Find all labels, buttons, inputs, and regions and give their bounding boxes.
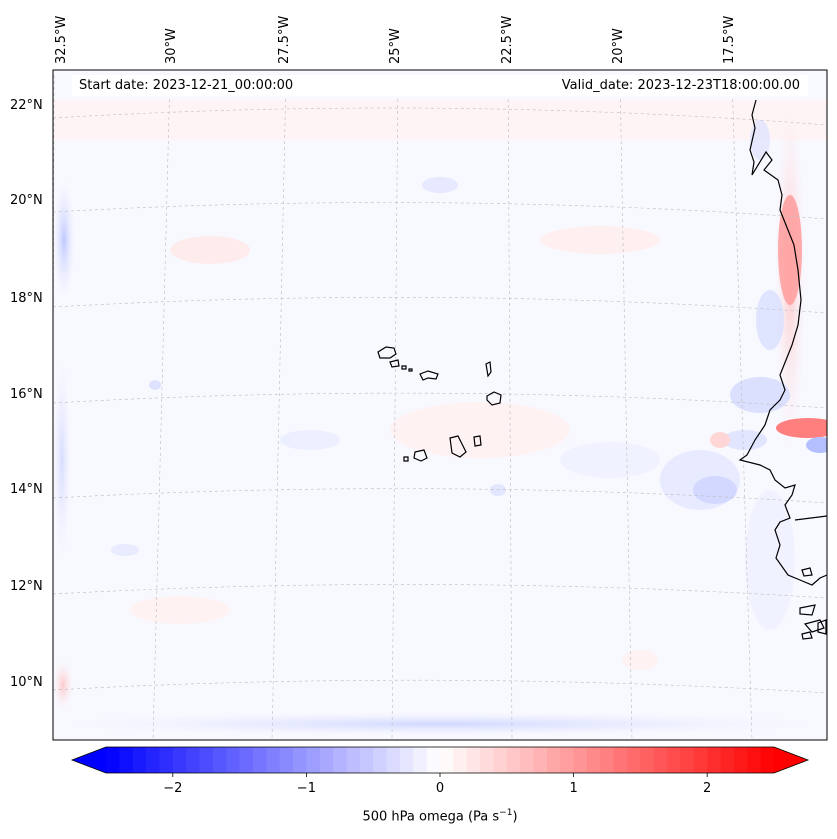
coastline: [377, 99, 827, 640]
colorbar-label: 500 hPa omega (Pa s−1): [362, 808, 517, 824]
omega-field: [53, 70, 827, 740]
colorbar-label-exponent: −1: [499, 808, 513, 818]
colorbar-swatch: [707, 747, 722, 773]
colorbar-swatch: [680, 747, 695, 773]
colorbar-swatch: [186, 747, 201, 773]
colorbar-swatch: [293, 747, 307, 773]
colorbar-swatch: [466, 747, 481, 773]
colorbar-swatches: [72, 747, 808, 773]
colorbar-swatch: [693, 747, 708, 773]
colorbar-tick-label: 0: [435, 781, 445, 796]
colorbar-swatch: [533, 747, 548, 773]
colorbar-swatch: [106, 747, 120, 773]
colorbar-swatch: [132, 747, 147, 773]
colorbar-tick-label: 1: [569, 781, 578, 796]
colorbar-swatch: [319, 747, 334, 773]
colorbar-tick-label: −1: [296, 781, 316, 796]
colorbar-label-suffix: ): [512, 809, 518, 825]
colorbar-swatch: [440, 747, 454, 773]
lat-label: 10°N: [10, 675, 43, 690]
colorbar-swatch: [279, 747, 294, 773]
colorbar-swatch: [453, 747, 468, 773]
colorbar-swatch: [493, 747, 508, 773]
colorbar-swatch: [212, 747, 227, 773]
colorbar-extend-min: [72, 747, 106, 773]
colorbar-swatch: [733, 747, 748, 773]
map-frame: [52, 69, 828, 741]
colorbar-swatch: [239, 747, 254, 773]
lat-label: 20°N: [10, 193, 43, 208]
colorbar-swatch: [426, 747, 441, 773]
colorbar-swatch: [520, 747, 535, 773]
colorbar-swatch: [226, 747, 241, 773]
colorbar-outline: [70, 746, 810, 774]
colorbar-swatch: [399, 747, 414, 773]
colorbar-swatch: [760, 747, 775, 773]
colorbar-swatch: [627, 747, 641, 773]
colorbar-swatch: [333, 747, 347, 773]
colorbar-label-prefix: 500 hPa omega (Pa s: [362, 809, 500, 825]
colorbar-swatch: [359, 747, 374, 773]
colorbar-swatch: [667, 747, 681, 773]
colorbar-swatch: [266, 747, 281, 773]
colorbar-swatch: [373, 747, 388, 773]
colorbar-swatch: [613, 747, 628, 773]
colorbar-swatch: [306, 747, 321, 773]
colorbar-swatch: [199, 747, 214, 773]
colorbar-swatch: [480, 747, 494, 773]
colorbar-swatch: [600, 747, 615, 773]
colorbar-swatch: [640, 747, 655, 773]
lat-label: 14°N: [10, 482, 43, 497]
header-box: [72, 75, 808, 96]
valid-date-label: Valid_date: 2023-12-23T18:00:00.00: [561, 78, 800, 93]
colorbar-swatch: [146, 747, 160, 773]
colorbar-swatch: [546, 747, 561, 773]
colorbar-swatch: [747, 747, 762, 773]
colorbar-swatch: [119, 747, 134, 773]
colorbar-swatch: [720, 747, 735, 773]
colorbar-swatch: [586, 747, 601, 773]
colorbar-swatch: [159, 747, 174, 773]
gridlines: [53, 74, 827, 740]
colorbar-tick-label: 2: [703, 781, 712, 796]
colorbar-swatch: [386, 747, 401, 773]
colorbar-swatch: [252, 747, 267, 773]
colorbar-extend-max: [774, 747, 808, 773]
lat-label: 16°N: [10, 387, 43, 402]
colorbar-tick-marks: [172, 773, 708, 777]
colorbar-swatch: [560, 747, 575, 773]
colorbar-tick-label: −2: [163, 781, 183, 796]
colorbar-swatch: [172, 747, 187, 773]
lat-label: 12°N: [10, 579, 43, 594]
lat-label: 22°N: [10, 98, 43, 113]
start-date-label: Start date: 2023-12-21_00:00:00: [79, 78, 294, 93]
colorbar-swatch: [506, 747, 521, 773]
colorbar-swatch: [653, 747, 668, 773]
colorbar-swatch: [346, 747, 361, 773]
colorbar-swatch: [573, 747, 588, 773]
lat-label: 18°N: [10, 291, 43, 306]
colorbar-swatch: [413, 747, 428, 773]
